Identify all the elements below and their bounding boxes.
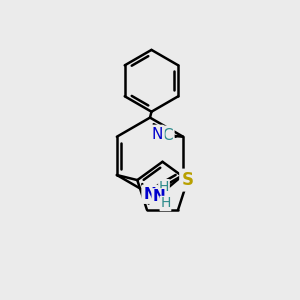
Text: C: C: [162, 128, 172, 143]
Text: N: N: [144, 187, 156, 202]
Text: H: H: [160, 196, 171, 211]
Text: N: N: [151, 127, 162, 142]
Text: N: N: [152, 189, 165, 204]
Text: H: H: [159, 180, 169, 194]
Text: S: S: [182, 171, 194, 189]
